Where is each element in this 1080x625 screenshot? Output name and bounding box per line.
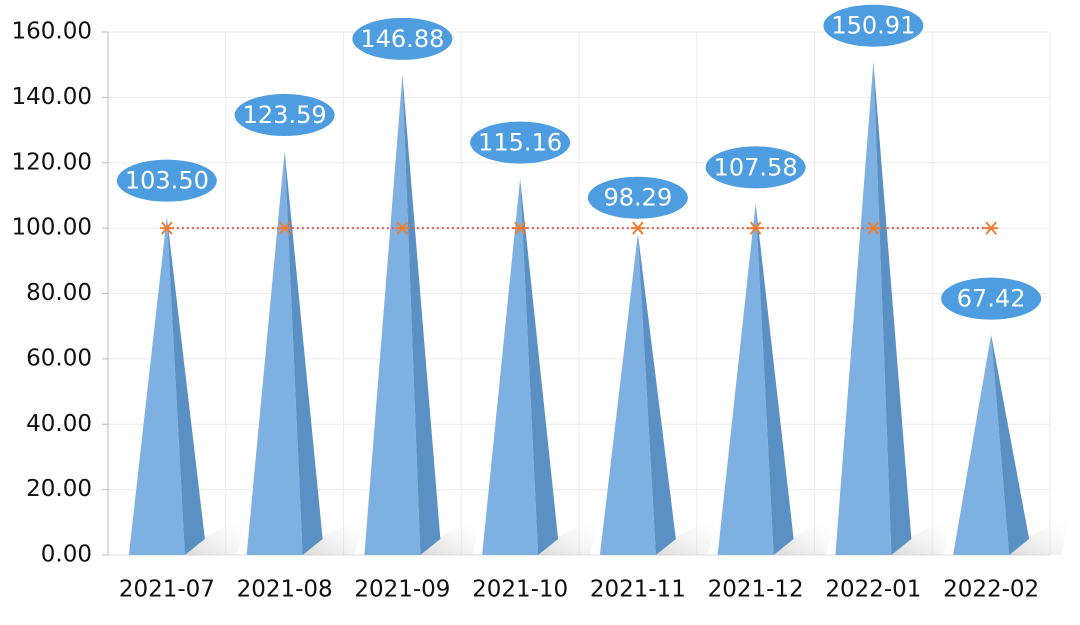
value-label-bubble (234, 94, 335, 137)
value-label: 103.50 (125, 167, 209, 195)
bar-shadow (891, 515, 954, 555)
value-label: 67.42 (957, 285, 1026, 313)
value-label: 146.88 (360, 25, 444, 53)
bar-shadow (420, 515, 483, 555)
value-label: 98.29 (604, 184, 673, 212)
bar-shadow (773, 515, 836, 555)
x-tick-label: 2021-07 (119, 577, 215, 603)
line-marker (866, 221, 881, 235)
pyramid-front (246, 151, 303, 555)
value-label-bubble (705, 146, 806, 189)
line-marker (984, 221, 999, 235)
bar-shadow (655, 515, 718, 555)
pyramid-bar (953, 334, 1030, 555)
value-label-bubble (587, 176, 688, 219)
pyramid-side (637, 233, 676, 555)
line-marker (748, 221, 763, 235)
value-label: 123.59 (243, 101, 327, 129)
pyramid-front (599, 233, 656, 555)
y-tick-label: 0.00 (41, 542, 92, 568)
pyramid-bar (717, 203, 794, 555)
value-label-bubble (470, 121, 571, 164)
pyramid-front (953, 334, 1010, 555)
value-label: 107.58 (714, 153, 798, 181)
pyramid-side (284, 151, 323, 555)
pyramid-bar (835, 61, 912, 555)
marker-stroke (867, 221, 880, 235)
x-tick-label: 2022-02 (943, 577, 1039, 603)
x-tick-label: 2021-09 (354, 577, 450, 603)
pyramid-side (755, 203, 794, 555)
value-label: 115.16 (478, 129, 562, 157)
line-marker (395, 221, 410, 235)
bar-shadow (302, 515, 365, 555)
y-tick-label: 80.00 (26, 280, 92, 306)
x-tick-label: 2021-11 (590, 577, 686, 603)
marker-stroke (514, 221, 526, 235)
y-tick-label: 160.00 (12, 19, 92, 45)
value-label-bubble (116, 159, 217, 202)
x-tick-label: 2021-10 (472, 577, 568, 603)
y-tick-label: 140.00 (12, 84, 92, 110)
pyramid-front (128, 216, 185, 555)
y-tick-label: 20.00 (26, 476, 92, 502)
marker-stroke (985, 221, 997, 235)
y-tick-label: 100.00 (12, 215, 92, 241)
pyramid-side (991, 334, 1030, 555)
pyramid-front (717, 203, 774, 555)
x-tick-label: 2021-08 (237, 577, 333, 603)
pyramid-bar (364, 74, 441, 556)
marker-stroke (632, 221, 644, 235)
value-label: 150.91 (831, 12, 915, 40)
marker-stroke (278, 221, 291, 235)
pyramid-bar (128, 216, 205, 555)
bar-shadow (538, 515, 601, 555)
value-label-bubble (352, 17, 453, 60)
line-marker (630, 221, 645, 235)
pyramid-side (166, 216, 205, 555)
x-tick-label: 2022-01 (825, 577, 921, 603)
pyramid-side (520, 178, 559, 556)
line-marker (513, 221, 528, 235)
bar-shadow (184, 515, 247, 555)
bar-shadow (1009, 515, 1072, 555)
marker-stroke (749, 221, 762, 235)
y-tick-label: 60.00 (26, 345, 92, 371)
pyramid-side (873, 61, 912, 555)
y-tick-label: 40.00 (26, 411, 92, 437)
x-tick-label: 2021-12 (708, 577, 804, 603)
value-label-bubble (823, 4, 924, 47)
line-marker (159, 221, 174, 235)
marker-stroke (396, 221, 409, 235)
pyramid-bar (482, 178, 559, 556)
marker-stroke (161, 221, 173, 235)
pyramid-front (364, 74, 421, 556)
pyramid-side (402, 74, 441, 556)
pyramid-front (482, 178, 539, 556)
pyramid-front (835, 61, 892, 555)
pyramid-bar (599, 233, 676, 555)
pyramid-bar (246, 151, 323, 555)
value-label-bubble (941, 277, 1042, 320)
line-marker (277, 221, 292, 235)
y-tick-label: 120.00 (12, 149, 92, 175)
